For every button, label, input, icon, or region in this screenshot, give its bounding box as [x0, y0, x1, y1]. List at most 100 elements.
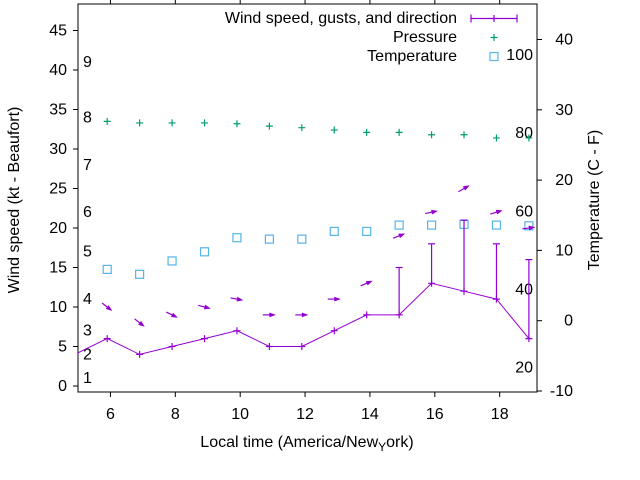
- wind-direction-arrow: [262, 312, 276, 318]
- wind-point-marker: [525, 335, 533, 343]
- temperature-marker: [426, 220, 437, 230]
- temperature-marker: [329, 226, 339, 237]
- wind-direction-arrow: [101, 302, 113, 312]
- pressure-marker: [525, 134, 533, 142]
- wind-direction-arrow-head: [431, 209, 438, 215]
- wind-direction-arrow-head: [269, 312, 276, 318]
- y-left-tick-label: 20: [49, 220, 67, 237]
- legend-entry-pressure: Pressure: [392, 29, 457, 46]
- beaufort-scale-label: 4: [83, 291, 92, 308]
- wind-point-marker: [298, 343, 306, 350]
- wind-point-marker: [201, 335, 209, 343]
- wind-direction-arrow: [134, 318, 145, 327]
- wind-direction-arrow: [327, 296, 341, 302]
- beaufort-scale-label: 2: [83, 346, 92, 363]
- temperature-marker: [232, 233, 242, 243]
- y-right-tick-label: 20: [555, 172, 573, 189]
- wind-direction-arrow: [165, 311, 178, 318]
- y-left-tick-label: 5: [58, 339, 67, 356]
- temperature-marker: [135, 269, 145, 279]
- wind-direction-arrow: [522, 225, 536, 231]
- pressure-marker: [201, 119, 209, 127]
- y-right-tick-label: 10: [555, 242, 573, 259]
- y-left-tick-label: 25: [49, 181, 67, 198]
- temperature-marker: [297, 234, 307, 244]
- temperature-marker: [167, 256, 177, 266]
- x-tick-label: 18: [491, 406, 509, 423]
- x-axis-title: Local time (America/NewYork): [107, 434, 507, 454]
- wind-direction-arrow-head: [462, 185, 470, 191]
- wind-direction-arrow-head: [105, 305, 113, 312]
- temperature-marker: [264, 234, 274, 244]
- legend-sample-pressure-marker: [490, 34, 498, 41]
- pressure-marker: [363, 128, 371, 136]
- wind-point-marker: [363, 311, 371, 319]
- wind-point-marker: [168, 343, 176, 350]
- wind-direction-arrow: [392, 233, 406, 239]
- y-right-tick-label: 40: [555, 32, 573, 49]
- wind-direction-arrow-head: [334, 296, 341, 302]
- temperature-marker: [491, 220, 502, 230]
- wind-direction-arrow: [198, 304, 211, 310]
- x-tick-label: 16: [426, 406, 444, 423]
- y-axis-left-title: Wind speed (kt - Beaufort): [6, 106, 23, 294]
- wind-point-marker: [492, 295, 500, 303]
- temperature-marker: [199, 247, 210, 257]
- fahrenheit-scale-label: 80: [515, 125, 533, 142]
- pressure-marker: [168, 119, 176, 127]
- y-left-tick-label: 40: [49, 62, 67, 79]
- legend-sample-wind-marker: [490, 15, 498, 22]
- x-axis-title-suffix: ork): [386, 434, 414, 451]
- pressure-marker: [136, 119, 144, 127]
- pressure-marker: [428, 131, 436, 139]
- wind-direction-arrow-head: [203, 304, 211, 310]
- beaufort-scale-label: 6: [83, 204, 92, 221]
- fahrenheit-scale-label: 100: [506, 47, 533, 64]
- x-tick-label: 12: [296, 406, 314, 423]
- wind-point-marker: [78, 353, 79, 355]
- wind-direction-arrow-head: [301, 312, 309, 318]
- plot-frame: [77, 3, 538, 393]
- wind-direction-arrow-head: [365, 280, 373, 286]
- temperature-marker: [394, 220, 404, 230]
- pressure-marker: [330, 126, 338, 134]
- wind-direction-arrow-head: [236, 296, 244, 302]
- beaufort-scale-label: 7: [83, 157, 92, 174]
- wind-point-marker: [136, 350, 144, 358]
- temperature-marker: [524, 221, 534, 231]
- y-left-tick-label: 30: [49, 141, 67, 158]
- x-tick-label: 14: [361, 406, 379, 423]
- legend-entry-wind: Wind speed, gusts, and direction: [224, 10, 457, 27]
- wind-direction-arrow-head: [138, 320, 145, 327]
- pressure-marker: [298, 124, 306, 132]
- legend-entry-temperature: Temperature: [367, 48, 457, 65]
- beaufort-scale-label: 3: [83, 323, 92, 340]
- y-left-tick-label: 15: [49, 260, 67, 277]
- x-tick-label: 8: [171, 406, 180, 423]
- pressure-marker: [265, 122, 273, 130]
- y-right-tick-label: 30: [555, 102, 573, 119]
- wind-point-marker: [395, 311, 403, 319]
- x-tick-label: 10: [231, 406, 249, 423]
- pressure-marker: [395, 128, 403, 136]
- wind-point-marker: [233, 327, 241, 335]
- beaufort-scale-label: 5: [83, 244, 92, 261]
- y-right-tick-label: -10: [550, 383, 573, 400]
- wind-direction-arrow-head: [398, 233, 406, 239]
- y-right-tick-label: 0: [564, 313, 573, 330]
- wind-direction-arrow: [360, 280, 373, 287]
- wind-direction-arrow: [458, 185, 470, 193]
- wind-direction-arrow: [490, 209, 503, 215]
- wind-direction-arrow-head: [495, 209, 503, 215]
- beaufort-scale-label: 8: [83, 109, 92, 126]
- pressure-marker: [103, 117, 111, 125]
- pressure-marker: [233, 120, 241, 128]
- wind-point-marker: [428, 279, 436, 287]
- wind-direction-arrow: [295, 312, 309, 318]
- beaufort-scale-label: 9: [83, 54, 92, 71]
- temperature-marker: [362, 226, 372, 237]
- wind-direction-arrow: [230, 296, 244, 302]
- x-axis-title-prefix: Local time (America/New: [200, 434, 379, 451]
